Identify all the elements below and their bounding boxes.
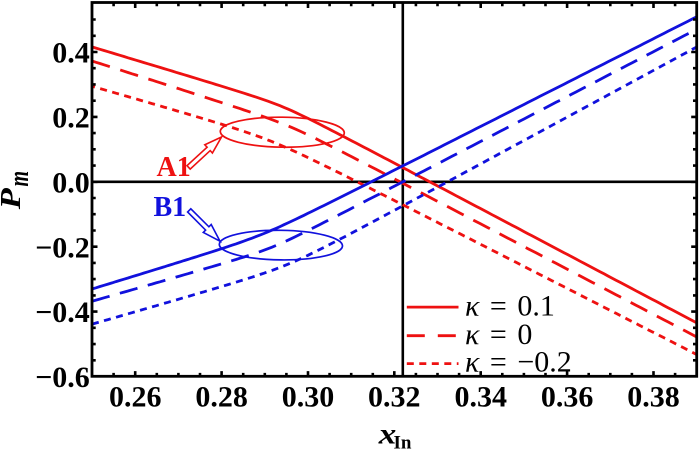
svg-text:A1: A1 [157,152,191,183]
svg-text:−0.6: −0.6 [35,361,90,394]
svg-text:−0.4: −0.4 [35,296,90,329]
svg-text:0.26: 0.26 [109,381,162,414]
svg-text:0.0: 0.0 [52,166,90,199]
svg-text:x: x [378,418,397,450]
svg-text:0.4: 0.4 [52,37,90,70]
svg-text:0.34: 0.34 [454,381,507,414]
svg-text:−0.2: −0.2 [35,231,90,264]
svg-text:κ = 0.1: κ = 0.1 [465,289,555,322]
svg-text:0.30: 0.30 [282,381,335,414]
svg-text:0.36: 0.36 [541,381,594,414]
svg-text:0.2: 0.2 [52,102,90,135]
svg-text:In: In [394,433,412,450]
svg-text:P: P [0,187,27,210]
svg-text:κ = −0.2: κ = −0.2 [465,346,572,379]
svg-text:B1: B1 [154,192,187,223]
svg-text:κ = 0: κ = 0 [465,318,532,351]
svg-text:0.28: 0.28 [195,381,248,414]
svg-text:0.32: 0.32 [368,381,421,414]
svg-text:0.38: 0.38 [627,381,680,414]
svg-text:m: m [4,171,35,187]
